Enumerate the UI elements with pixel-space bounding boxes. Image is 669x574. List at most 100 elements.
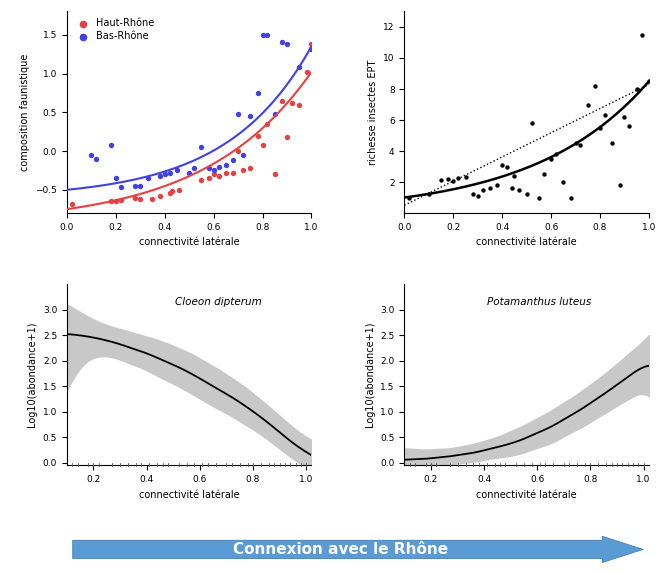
Point: [165, 188, 175, 197]
Point: [448, 177, 459, 186]
Point: [506, 184, 517, 193]
Point: [130, 181, 140, 191]
Point: [115, 195, 126, 204]
Y-axis label: Log10(abondance+1): Log10(abondance+1): [27, 322, 37, 428]
Y-axis label: richesse insectes EPT: richesse insectes EPT: [367, 60, 377, 165]
Point: [262, 119, 273, 129]
Point: [110, 196, 121, 205]
Point: [233, 109, 244, 118]
Point: [294, 100, 304, 109]
Point: [147, 195, 158, 204]
Point: [614, 181, 625, 190]
Point: [203, 173, 214, 183]
Point: [135, 195, 146, 204]
Polygon shape: [73, 536, 643, 563]
Point: [534, 193, 545, 202]
Point: [509, 171, 520, 180]
Point: [106, 197, 116, 206]
X-axis label: connectivité latérale: connectivité latérale: [139, 490, 240, 500]
Point: [565, 193, 576, 202]
Y-axis label: Log10(abondance+1): Log10(abondance+1): [365, 322, 375, 428]
Point: [539, 170, 549, 179]
Point: [575, 140, 586, 149]
Point: [468, 190, 478, 199]
Point: [257, 140, 268, 149]
Point: [404, 193, 415, 202]
Y-axis label: composition faunistique: composition faunistique: [20, 53, 29, 171]
Point: [294, 63, 304, 72]
Point: [270, 170, 280, 179]
Point: [286, 98, 297, 107]
Point: [115, 183, 126, 192]
Point: [484, 184, 495, 193]
Point: [142, 173, 153, 183]
Point: [233, 146, 244, 156]
Point: [228, 168, 239, 177]
Point: [196, 142, 207, 152]
Point: [551, 150, 561, 159]
Point: [472, 191, 483, 200]
Point: [460, 173, 471, 182]
Point: [245, 164, 256, 173]
Point: [252, 88, 263, 98]
Point: [130, 193, 140, 202]
Point: [270, 109, 280, 118]
Point: [213, 171, 224, 180]
Point: [155, 171, 165, 180]
Point: [599, 111, 610, 120]
Point: [228, 156, 239, 165]
Point: [155, 191, 165, 200]
Point: [277, 38, 288, 47]
Point: [570, 139, 581, 148]
Point: [165, 168, 175, 177]
Point: [189, 164, 199, 173]
Legend: Haut-Rhône, Bas-Rhône: Haut-Rhône, Bas-Rhône: [72, 16, 157, 43]
Point: [237, 166, 248, 175]
Point: [106, 140, 116, 149]
Text: Cloeon dipterum: Cloeon dipterum: [175, 297, 262, 307]
Point: [208, 166, 219, 175]
Point: [423, 190, 434, 199]
Point: [135, 181, 146, 191]
Point: [277, 96, 288, 105]
Point: [502, 162, 512, 171]
X-axis label: connectivité latérale: connectivité latérale: [476, 490, 577, 500]
Point: [301, 67, 312, 76]
Point: [306, 40, 317, 49]
Point: [443, 174, 454, 184]
Point: [514, 185, 524, 195]
Point: [167, 187, 177, 196]
Point: [632, 84, 642, 94]
Point: [184, 168, 195, 177]
X-axis label: connectivité latérale: connectivité latérale: [476, 237, 577, 247]
Point: [436, 176, 446, 185]
Point: [257, 30, 268, 40]
Point: [607, 139, 617, 148]
Point: [213, 162, 224, 171]
Point: [590, 82, 601, 91]
Point: [86, 150, 97, 160]
Point: [477, 185, 488, 195]
Point: [644, 77, 654, 86]
Point: [282, 133, 292, 142]
Point: [221, 160, 231, 169]
Point: [527, 118, 537, 127]
Point: [624, 122, 635, 131]
Point: [174, 185, 185, 195]
Point: [110, 173, 121, 183]
Text: Connexion avec le Rhône: Connexion avec le Rhône: [233, 542, 448, 557]
Point: [203, 164, 214, 173]
Text: Potamanthus luteus: Potamanthus luteus: [487, 297, 591, 307]
Point: [306, 44, 317, 53]
Point: [546, 154, 557, 164]
Point: [196, 176, 207, 185]
Point: [221, 168, 231, 177]
Point: [521, 190, 532, 199]
Point: [237, 150, 248, 160]
Point: [497, 160, 508, 169]
Point: [583, 100, 593, 109]
Point: [492, 181, 502, 190]
Point: [66, 199, 77, 208]
Point: [208, 170, 219, 179]
Point: [245, 111, 256, 121]
